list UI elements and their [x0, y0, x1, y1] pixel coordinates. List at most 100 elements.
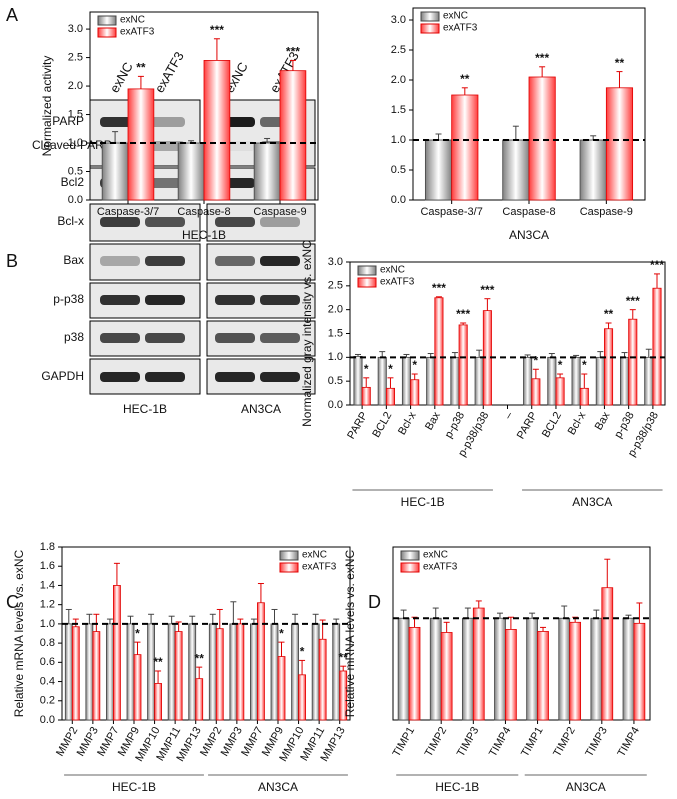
x-tick-label: TIMP1	[391, 725, 418, 759]
bar	[106, 623, 114, 721]
bar	[385, 387, 395, 406]
bar	[523, 356, 533, 406]
significance: ***	[210, 23, 224, 37]
bar	[526, 617, 538, 721]
bar	[298, 674, 306, 721]
legend-label: exATF3	[443, 23, 478, 34]
bar	[126, 623, 135, 721]
panel-label: A	[6, 5, 18, 25]
bar	[397, 617, 410, 721]
legend-label: exNC	[302, 550, 327, 561]
x-tick-label: p-p38	[612, 410, 636, 440]
bar	[177, 142, 205, 201]
x-tick-label: Bax	[593, 410, 613, 433]
blot-band	[145, 333, 185, 343]
y-tick-label: 0.5	[328, 375, 343, 387]
group-label: AN3CA	[572, 495, 612, 509]
x-tick-label: Bax	[423, 410, 443, 433]
bar	[502, 139, 530, 201]
blot-band	[215, 295, 255, 305]
bar	[569, 621, 582, 721]
y-axis-label: Relative mRNA levels vs. exNC	[343, 549, 357, 717]
significance: **	[153, 655, 163, 669]
group-label: AN3CA	[566, 780, 606, 794]
significance: *	[388, 362, 393, 376]
x-tick-label: Caspase-9	[580, 206, 633, 218]
blot-band	[100, 256, 140, 266]
legend-swatch	[279, 550, 299, 561]
y-axis-label: Relative mRNA levels vs. exNC	[12, 549, 26, 717]
bar	[537, 631, 549, 721]
x-tick-label: TIMP3	[583, 725, 610, 759]
x-tick-label: TIMP1	[519, 725, 546, 759]
group-label: HEC-1B	[112, 780, 156, 794]
y-tick-label: 2.5	[328, 280, 343, 292]
blot-band	[145, 178, 185, 188]
legend-swatch	[97, 15, 117, 26]
x-tick-label: Caspase-3/7	[420, 206, 482, 218]
y-tick-label: 0.5	[391, 164, 406, 176]
significance: ***	[432, 281, 446, 295]
blot-row-label: GAPDH	[41, 369, 84, 383]
bar	[472, 607, 485, 721]
y-axis-label: Normalized gray intensity vs. exNC	[300, 240, 314, 427]
blot-band	[260, 295, 300, 305]
blot-row-label: Bcl2	[61, 175, 85, 189]
blot-column-label: exATF3	[152, 49, 187, 95]
y-tick-label: 0.0	[40, 714, 55, 726]
bar	[215, 628, 224, 721]
significance: ***	[626, 294, 640, 308]
x-tick-label: TIMP2	[551, 725, 578, 759]
panel-label: C	[6, 592, 19, 612]
bar	[408, 626, 421, 721]
y-tick-label: 1.6	[40, 560, 55, 572]
significance: *	[412, 358, 417, 372]
significance: *	[534, 353, 539, 367]
blot-band	[215, 372, 255, 382]
x-tick-label: TIMP4	[615, 725, 642, 759]
group-label: HEC-1B	[435, 780, 479, 794]
bar	[595, 356, 605, 406]
y-tick-label: 1.4	[40, 579, 55, 591]
bar	[195, 678, 204, 721]
group-label: HEC-1B	[401, 495, 445, 509]
bar	[644, 356, 654, 406]
bar	[101, 142, 129, 201]
y-tick-label: 1.8	[40, 541, 55, 553]
bar	[605, 87, 634, 201]
legend-swatch	[279, 562, 299, 573]
significance: **	[195, 651, 205, 665]
bar	[458, 324, 468, 406]
blot-band	[260, 256, 300, 266]
bar	[353, 355, 363, 406]
y-tick-label: 1.0	[391, 134, 406, 146]
bar	[434, 297, 444, 406]
blot-cell-line: AN3CA	[241, 402, 281, 416]
blot-band	[260, 372, 300, 382]
bar	[451, 94, 479, 201]
blot-band	[145, 217, 185, 227]
y-tick-label: 0.6	[40, 656, 55, 668]
significance: *	[364, 362, 369, 376]
legend-label: exNC	[423, 550, 448, 561]
significance: **	[460, 72, 470, 86]
bar	[590, 617, 603, 721]
y-tick-label: 3.0	[68, 23, 83, 35]
significance: *	[300, 645, 305, 659]
bar	[133, 654, 142, 721]
bar	[620, 356, 630, 406]
blot-row-label: p-p38	[53, 292, 84, 306]
bar	[270, 623, 279, 721]
bar	[203, 60, 231, 201]
bar	[277, 656, 286, 721]
blot-band	[145, 295, 185, 305]
bar	[127, 88, 155, 201]
significance: *	[135, 626, 140, 640]
legend-swatch	[400, 550, 420, 561]
bar	[531, 378, 541, 406]
x-tick-label: PARP	[345, 410, 370, 441]
x-tick-label: Caspase-8	[502, 206, 555, 218]
bar	[652, 287, 662, 406]
bar	[236, 623, 245, 721]
y-tick-label: 3.0	[391, 14, 406, 26]
